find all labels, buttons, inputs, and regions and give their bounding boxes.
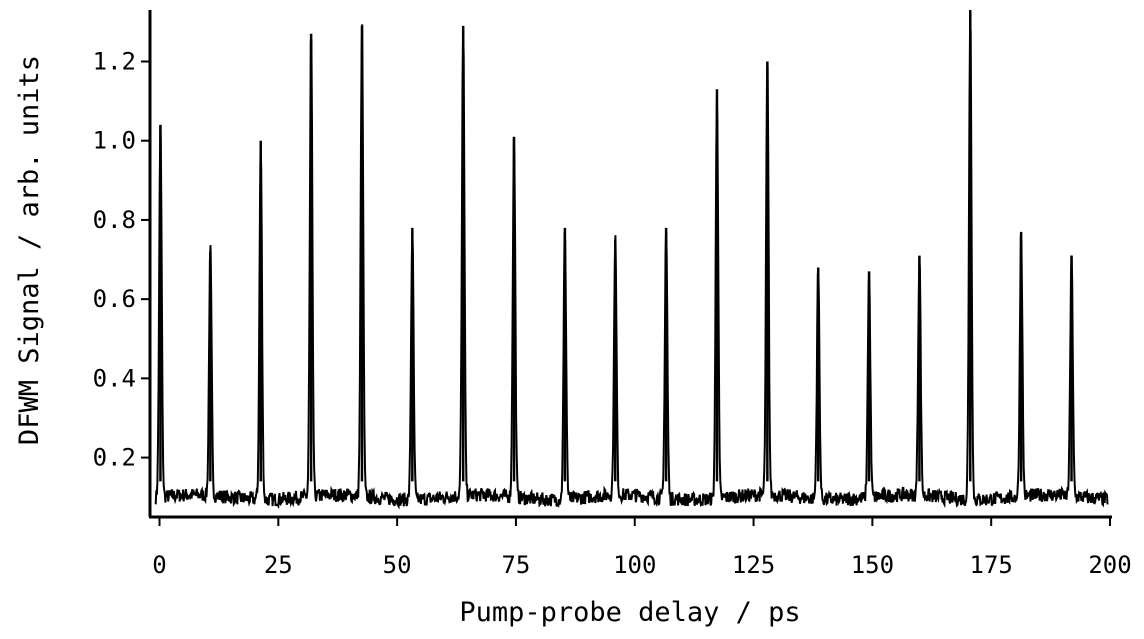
y-tick-label: 1.2 (93, 47, 136, 75)
x-tick-label: 75 (501, 551, 530, 579)
y-axis-title: DFWM Signal / arb. units (14, 55, 45, 445)
axis-layer (148, 10, 1112, 519)
x-ticks: 0 25 50 75 100 125 150 175 200 (152, 517, 1132, 579)
x-tick-label: 25 (264, 551, 293, 579)
y-tick-label: 0.2 (93, 444, 136, 472)
trace-layer (154, 21, 1109, 510)
x-tick-label: 50 (383, 551, 412, 579)
signal-trace (154, 21, 1109, 510)
x-axis-title: Pump-probe delay / ps (459, 597, 800, 628)
y-tick-label: 0.6 (93, 285, 136, 313)
x-tick-label: 150 (851, 551, 894, 579)
y-ticks: 0.2 0.4 0.6 0.8 1.0 1.2 (93, 47, 150, 472)
y-tick-label: 0.4 (93, 364, 136, 392)
x-tick-label: 0 (152, 551, 166, 579)
y-tick-label: 0.8 (93, 206, 136, 234)
x-tick-label: 125 (732, 551, 775, 579)
x-tick-label: 200 (1088, 551, 1131, 579)
peak-layer (159, 10, 1073, 482)
y-tick-label: 1.0 (93, 127, 136, 155)
x-tick-label: 100 (613, 551, 656, 579)
x-tick-label: 175 (970, 551, 1013, 579)
